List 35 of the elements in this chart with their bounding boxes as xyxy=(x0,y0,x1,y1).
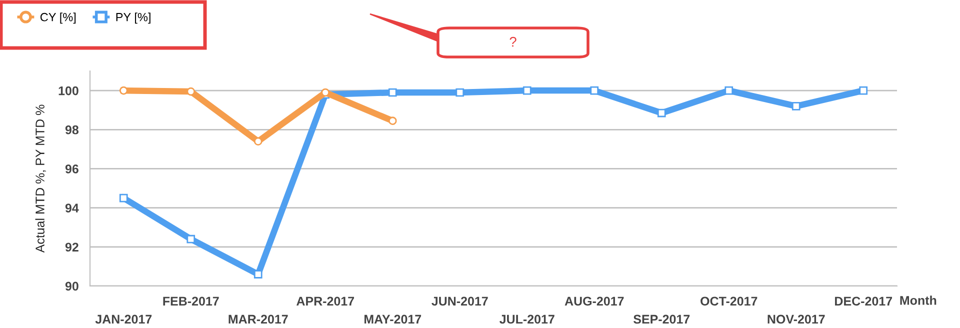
x-tick-label: AUG-2017 xyxy=(564,296,624,306)
point xyxy=(456,88,464,97)
text: ? xyxy=(510,36,516,47)
point xyxy=(792,102,800,110)
x-axis-title: Month xyxy=(900,296,936,305)
x-tick-label: FEB-2017 xyxy=(163,296,219,306)
x-tick-label: MAR-2017 xyxy=(228,314,288,324)
x-tick-label: JAN-2017 xyxy=(95,314,152,324)
point xyxy=(724,86,734,95)
x-tick-label: JUN-2017 xyxy=(432,296,488,306)
point xyxy=(590,86,599,95)
y-tick-label: 98 xyxy=(65,125,79,134)
x-tick-label: NOV-2017 xyxy=(768,314,825,324)
y-tick-label: 94 xyxy=(65,204,79,212)
legend-label: PY [%] xyxy=(116,12,150,24)
x-tick-label: MAY-2017 xyxy=(364,314,422,324)
point xyxy=(119,194,128,202)
point xyxy=(388,116,397,126)
y-tick-label: 92 xyxy=(65,242,78,252)
y-axis-title: Actual MTD %, PY MTD % xyxy=(35,104,46,253)
point xyxy=(657,108,666,118)
x-tick-label: OCT-2017 xyxy=(700,296,758,306)
x-tick-label: APR-2017 xyxy=(296,296,354,306)
point xyxy=(186,234,196,244)
point xyxy=(522,86,532,95)
y-tick-label: 90 xyxy=(65,282,78,291)
legend-label: CY [%] xyxy=(40,12,76,24)
y-tick-label: 100 xyxy=(58,86,78,96)
x-tick-label: JUL-2017 xyxy=(500,314,554,324)
point xyxy=(859,86,868,95)
x-tick-label: DEC-2017 xyxy=(835,296,892,306)
point xyxy=(388,88,397,97)
point xyxy=(254,137,262,146)
y-tick-label: 96 xyxy=(65,164,78,174)
x-tick-label: SEP-2017 xyxy=(633,314,690,324)
